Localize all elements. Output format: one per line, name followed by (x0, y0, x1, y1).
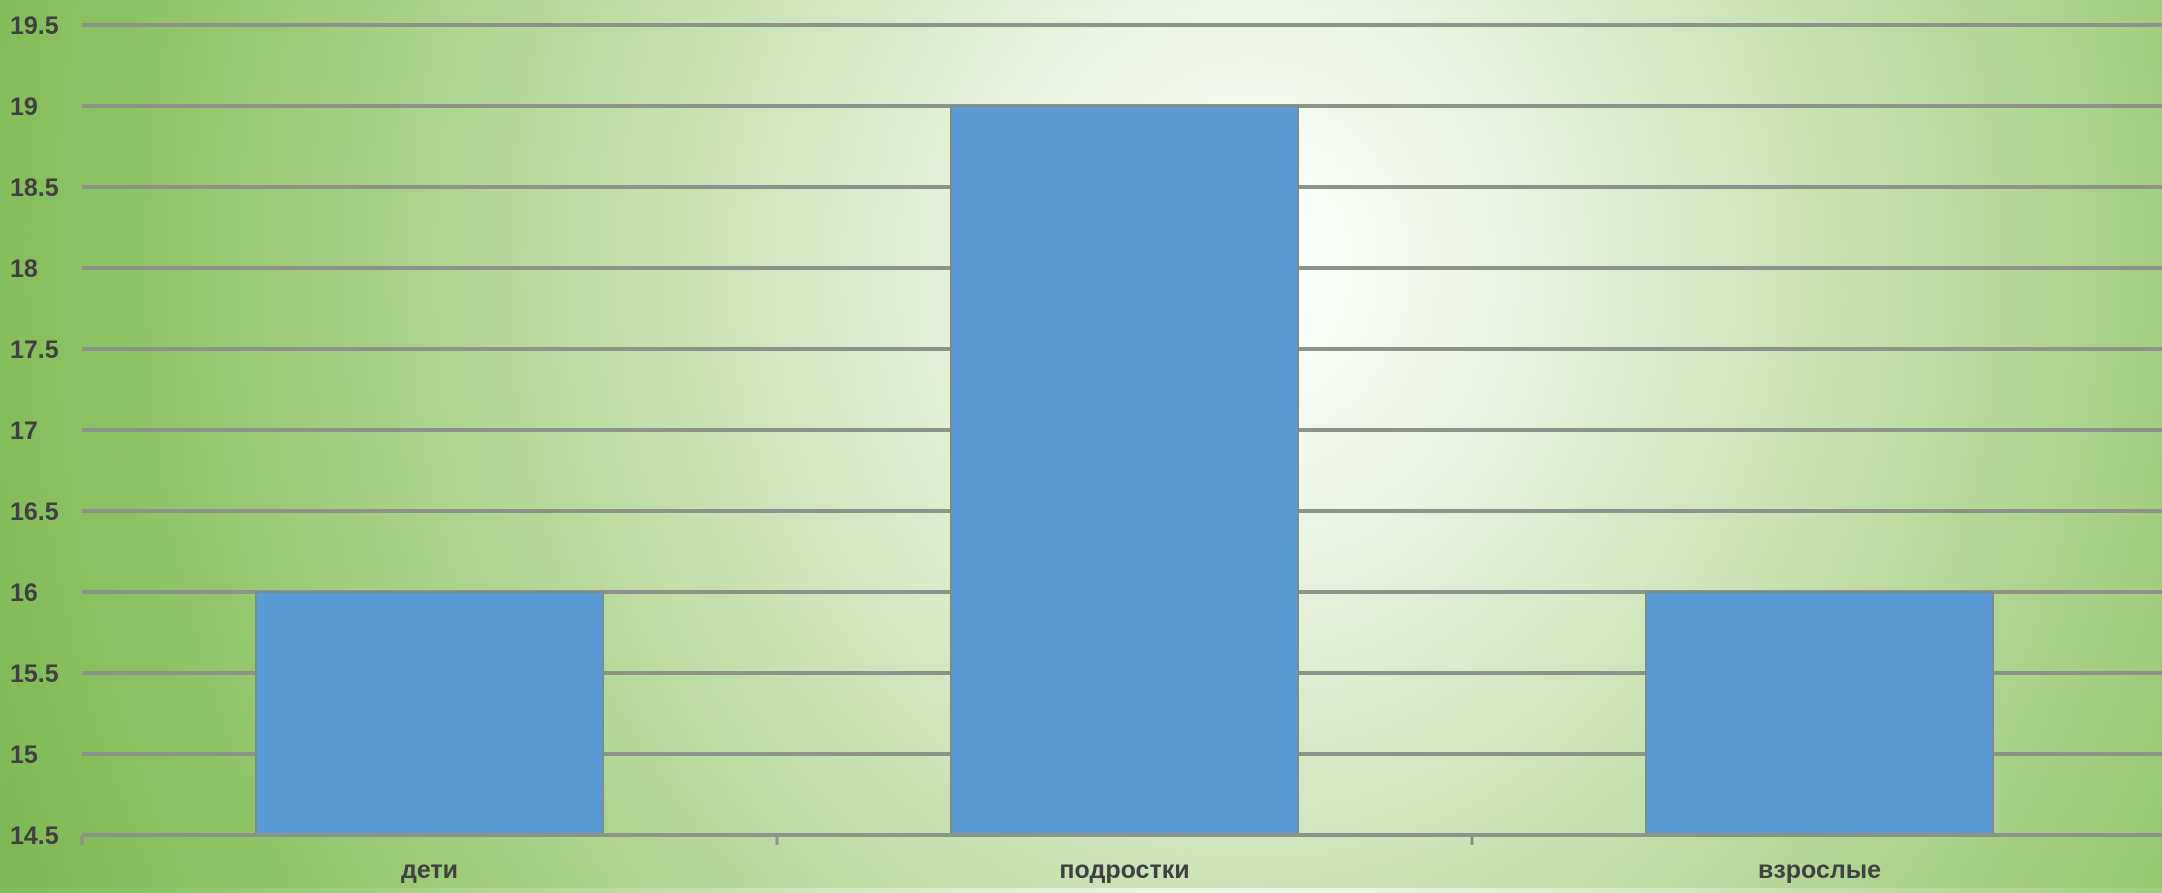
bar-1 (255, 591, 604, 836)
y-tick-label: 14.5 (10, 822, 59, 850)
x-axis (80, 833, 2162, 845)
x-tick-label: дети (401, 856, 458, 884)
bar-2 (950, 105, 1299, 836)
y-tick-label: 18.5 (10, 174, 59, 202)
y-tick-label: 15.5 (10, 660, 59, 688)
y-tick-label: 19.5 (10, 12, 59, 40)
y-tick-label: 15 (10, 741, 38, 769)
y-tick-label: 16.5 (10, 498, 59, 526)
x-tick-label: взрослые (1758, 856, 1881, 884)
y-tick-label: 17.5 (10, 336, 59, 364)
y-tick-label: 19 (10, 93, 38, 121)
bar-3 (1645, 591, 1994, 836)
y-tick-label: 16 (10, 579, 38, 607)
x-axis-tick-labels: дети подростки взрослые (401, 856, 1881, 884)
y-tick-label: 17 (10, 417, 38, 445)
y-axis-tick-labels: 14.5 15 15.5 16 16.5 17 17.5 18 18.5 19 19.5 (10, 12, 59, 850)
y-tick-label: 18 (10, 255, 38, 283)
x-tick-label: подростки (1059, 856, 1189, 884)
bars (255, 105, 1994, 836)
